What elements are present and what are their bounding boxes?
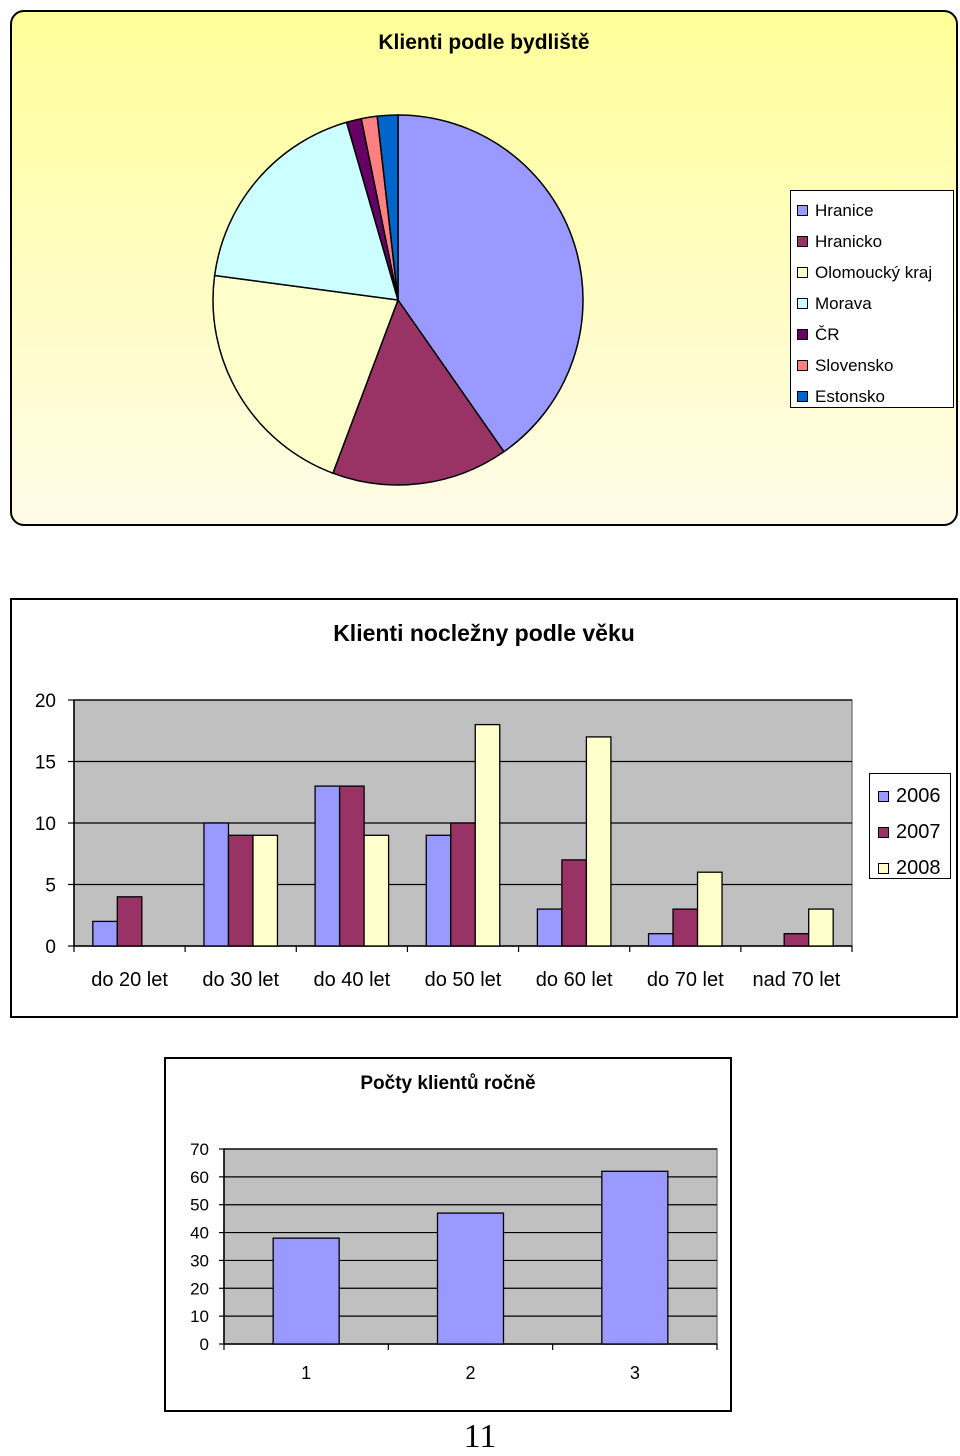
pie-slice [376, 114, 399, 301]
bar-2008 [808, 908, 834, 947]
bar [601, 1170, 669, 1345]
legend-swatch [797, 329, 808, 340]
y-tick-label: 0 [45, 937, 56, 958]
bar-2008 [696, 871, 723, 947]
legend-item: Hranicko [797, 226, 953, 257]
legend-item: Slovensko [797, 350, 953, 381]
y-tick-label: 50 [190, 1196, 209, 1215]
x-tick-label: do 50 let [425, 969, 502, 991]
pie-slice [331, 298, 505, 486]
legend-swatch [797, 205, 808, 216]
y-tick-label: 0 [200, 1335, 209, 1354]
legend-item: Estonsko [797, 381, 953, 412]
age-bar-chart-title: Klienti nocležny podle věku [333, 620, 635, 646]
bar-2006 [647, 933, 674, 947]
y-tick-label: 10 [190, 1307, 209, 1326]
pie-slice [397, 114, 584, 453]
legend-label: Hranicko [815, 231, 883, 251]
legend-swatch [797, 236, 808, 247]
legend-item: 2008 [878, 850, 950, 886]
bar-2006 [314, 785, 341, 947]
legend-label: 2006 [896, 784, 941, 807]
pie-chart-title: Klienti podle bydliště [378, 31, 590, 54]
pie-slice [213, 121, 400, 301]
bar-2007 [227, 834, 254, 947]
bar-2007 [672, 908, 699, 947]
legend-swatch [797, 391, 808, 402]
x-tick-label: 1 [301, 1363, 311, 1383]
bar-2008 [474, 723, 501, 947]
legend-item: 2007 [878, 814, 950, 850]
legend-swatch [797, 267, 808, 278]
legend-label: Hranice [815, 200, 874, 220]
yearly-bar-chart-title: Počty klientů ročně [360, 1073, 536, 1094]
pie-chart-panel: Klienti podle bydliště Hranice Hranicko Ol… [10, 10, 958, 526]
bar-2007 [450, 822, 476, 947]
legend-swatch [878, 826, 889, 838]
bar-2008 [363, 834, 390, 947]
age-bar-chart-panel: Klienti nocležny podle věku 0 5 10 15 20 do 2… [10, 598, 958, 1018]
x-tick-label: do 40 let [313, 969, 390, 991]
legend-label: 2007 [896, 820, 941, 843]
legend-item: Olomoucký kraj [797, 257, 953, 288]
bar-2007 [783, 933, 810, 947]
age-bar-legend: 2006 2007 2008 [869, 773, 951, 879]
legend-label: Morava [815, 293, 872, 313]
y-tick-label: 60 [190, 1168, 209, 1187]
pie-slice [212, 274, 400, 475]
yearly-bar-chart: 0 10 20 30 40 50 60 70 1 2 3 [190, 1140, 718, 1383]
y-tick-label: 20 [35, 691, 56, 712]
y-tick-label: 30 [190, 1251, 209, 1270]
bar-2007 [561, 859, 588, 947]
x-tick-label: do 30 let [202, 969, 279, 991]
yearly-bar-chart-panel: Počty klientů ročně 0 10 20 30 40 50 60 70 1 2 3 [164, 1057, 732, 1412]
legend-label: Olomoucký kraj [815, 262, 933, 282]
y-tick-label: 5 [45, 876, 56, 897]
x-tick-label: 3 [630, 1363, 640, 1383]
pie-chart [212, 114, 584, 486]
legend-label: Estonsko [815, 386, 885, 406]
legend-item: 2006 [878, 778, 950, 814]
x-tick-label: do 20 let [91, 969, 168, 991]
legend-item: ČR [797, 319, 953, 350]
y-tick-label: 15 [35, 753, 56, 774]
legend-item: Morava [797, 288, 953, 319]
bar-2007 [116, 896, 143, 947]
bar [272, 1237, 340, 1345]
pie-legend: Hranice Hranicko Olomoucký kraj Morava ČR Slo… [790, 190, 954, 408]
bar-2006 [92, 920, 118, 947]
page-number: 11 [463, 1418, 497, 1455]
y-tick-label: 20 [190, 1279, 209, 1298]
bar-2006 [536, 908, 563, 947]
legend-label: 2008 [896, 856, 941, 879]
bar-2007 [338, 785, 365, 947]
bar-2008 [252, 834, 279, 947]
bar [436, 1212, 505, 1345]
x-tick-label: nad 70 let [752, 969, 840, 991]
age-bar-chart: 0 5 10 15 20 do 20 let do 30 let do 40 let do 50… [35, 691, 853, 991]
legend-swatch [797, 298, 808, 309]
bar-2006 [425, 834, 452, 947]
legend-swatch [878, 862, 889, 874]
bar-2006 [203, 822, 230, 947]
x-tick-label: 2 [465, 1363, 475, 1383]
legend-label: Slovensko [815, 355, 894, 375]
x-tick-label: do 60 let [536, 969, 613, 991]
y-tick-label: 40 [190, 1224, 209, 1243]
y-tick-label: 10 [35, 814, 56, 835]
y-tick-label: 70 [190, 1140, 209, 1159]
x-tick-label: do 70 let [647, 969, 724, 991]
bar-2008 [585, 736, 612, 947]
legend-swatch [878, 790, 889, 802]
legend-item: Hranice [797, 195, 953, 226]
legend-swatch [797, 360, 808, 371]
legend-label: ČR [815, 324, 840, 344]
